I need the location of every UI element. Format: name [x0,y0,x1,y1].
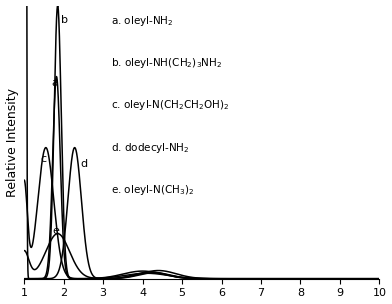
Y-axis label: Relative Intensity: Relative Intensity [5,88,18,197]
Text: e: e [53,226,60,237]
Text: d: d [80,160,87,169]
Text: b. oleyl-NH(CH$_2$)$_3$NH$_2$: b. oleyl-NH(CH$_2$)$_3$NH$_2$ [111,56,222,70]
Text: b: b [61,15,68,25]
Text: c. oleyl-N(CH$_2$CH$_2$OH)$_2$: c. oleyl-N(CH$_2$CH$_2$OH)$_2$ [111,98,230,112]
Text: d. dodecyl-NH$_2$: d. dodecyl-NH$_2$ [111,141,190,155]
Text: a: a [51,78,58,88]
Text: e. oleyl-N(CH$_3$)$_2$: e. oleyl-N(CH$_3$)$_2$ [111,183,194,197]
Text: a. oleyl-NH$_2$: a. oleyl-NH$_2$ [111,14,173,28]
Text: c: c [41,154,47,164]
